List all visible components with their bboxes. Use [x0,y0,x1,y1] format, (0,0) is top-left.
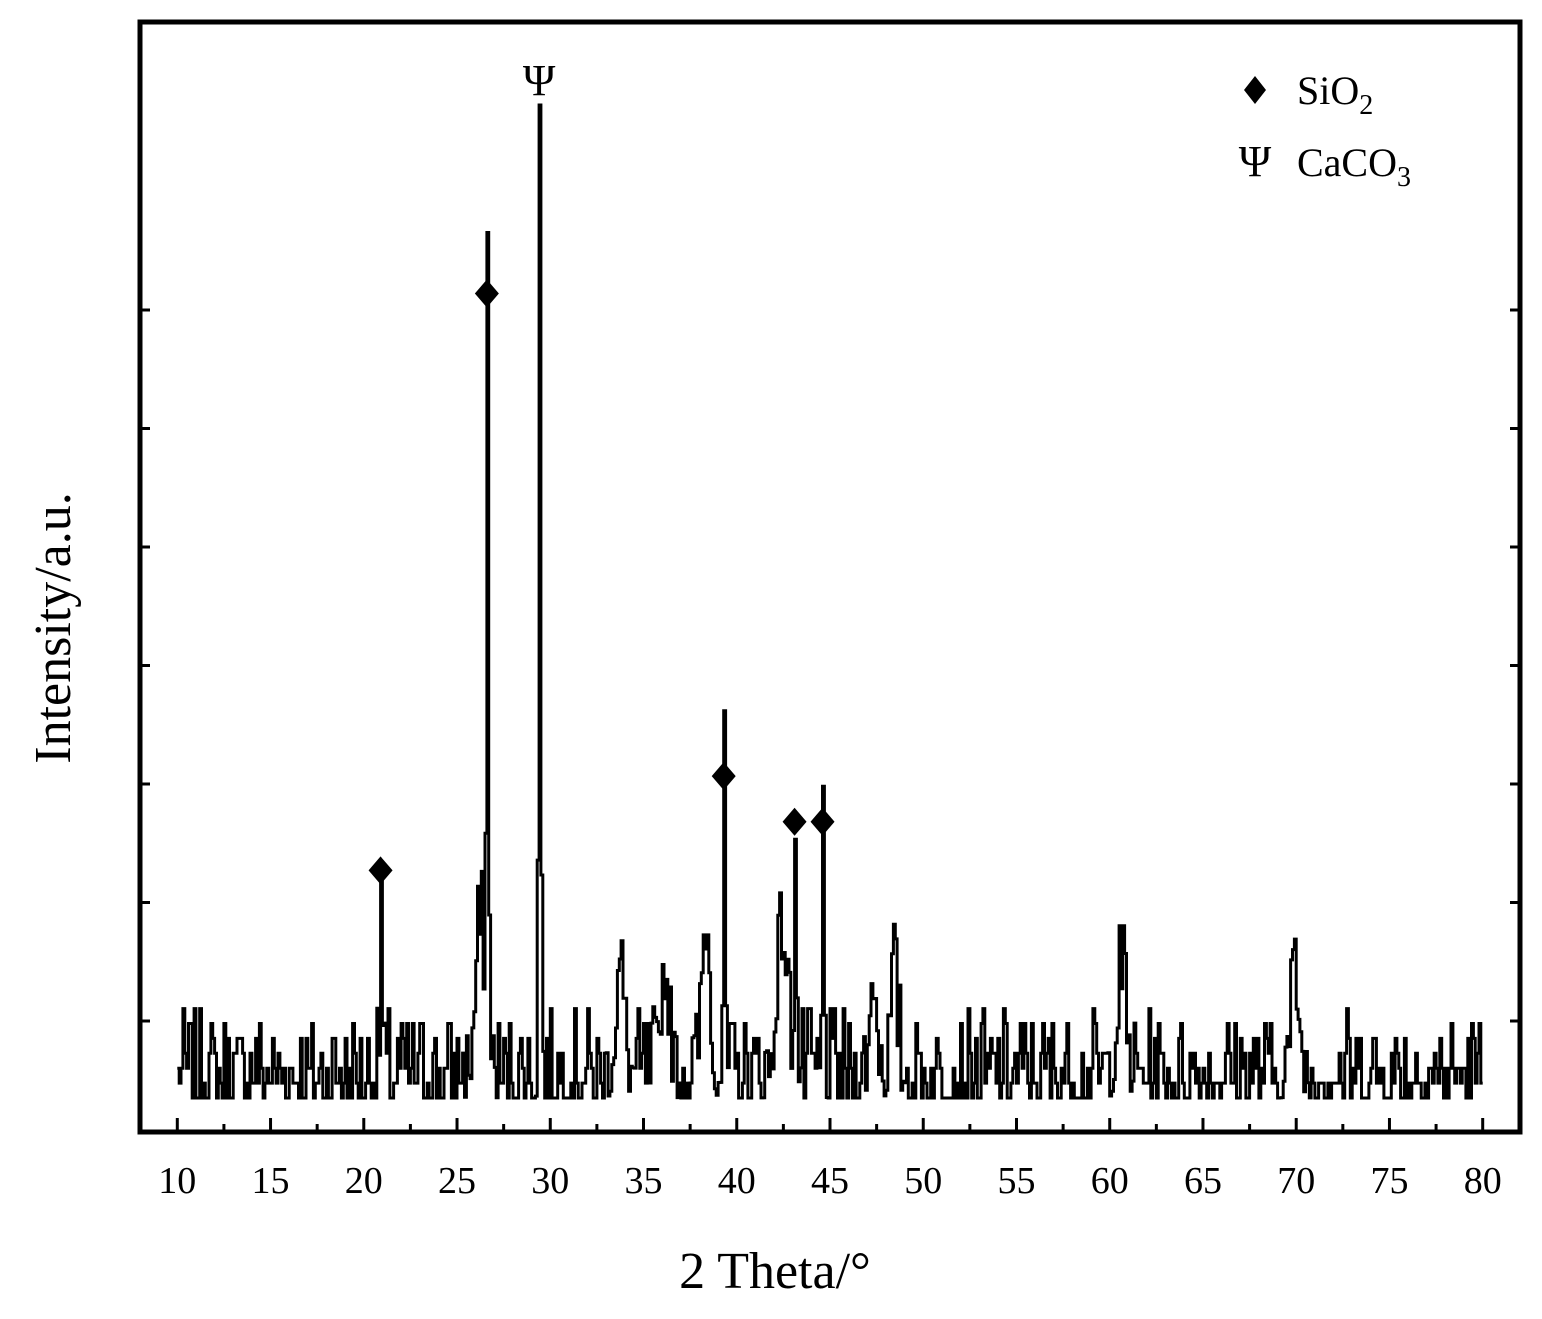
x-tick-label: 10 [158,1160,196,1202]
x-tick-label: 40 [718,1160,756,1202]
svg-text:CaCO3: CaCO3 [1297,140,1411,193]
x-tick-label: 45 [811,1160,849,1202]
x-tick-label: 20 [345,1160,383,1202]
plot-frame [137,19,1523,1135]
y-axis-label: Intensity/a.u. [25,492,82,764]
legend-item-sio2: SiO2 [1244,68,1373,121]
legend-label-sio2: SiO [1297,68,1359,113]
y-axis-ticks [140,308,1520,1023]
legend-diamond-icon [1244,76,1266,104]
peak-marker-sio2 [782,807,807,836]
x-axis-ticks [175,1118,1485,1132]
legend-item-caco3: Ψ CaCO3 [1239,137,1411,193]
x-tick-label: 75 [1370,1160,1408,1202]
x-tick-label: 80 [1464,1160,1502,1202]
x-tick-label: 30 [531,1160,569,1202]
x-tick-label: 55 [997,1160,1035,1202]
x-tick-label: 15 [252,1160,290,1202]
peak-marker-sio2 [711,762,736,791]
xrd-pattern-line [177,103,1483,1100]
x-tick-label: 50 [904,1160,942,1202]
legend-subscript-sio2: 2 [1359,90,1373,121]
x-tick-label: 35 [625,1160,663,1202]
peak-marker-sio2 [474,279,499,308]
x-tick-label: 70 [1277,1160,1315,1202]
x-tick-label: 60 [1091,1160,1129,1202]
peak-markers: Ψ [368,56,835,885]
peak-marker-sio2 [810,807,835,836]
legend-label-caco3: CaCO [1297,140,1397,185]
x-tick-label: 65 [1184,1160,1222,1202]
x-axis-label: 2 Theta/° [679,1243,871,1300]
peak-marker-caco3: Ψ [523,56,556,105]
x-axis-tick-labels: 10 15 20 25 30 35 40 45 50 55 60 65 70 75 80 [158,1160,1501,1202]
peak-marker-sio2 [368,856,393,885]
legend-subscript-caco3: 3 [1397,162,1411,193]
legend: SiO2 Ψ CaCO3 [1239,68,1411,193]
x-tick-label: 25 [438,1160,476,1202]
legend-psi-icon: Ψ [1239,137,1272,186]
svg-text:SiO2: SiO2 [1297,68,1373,121]
